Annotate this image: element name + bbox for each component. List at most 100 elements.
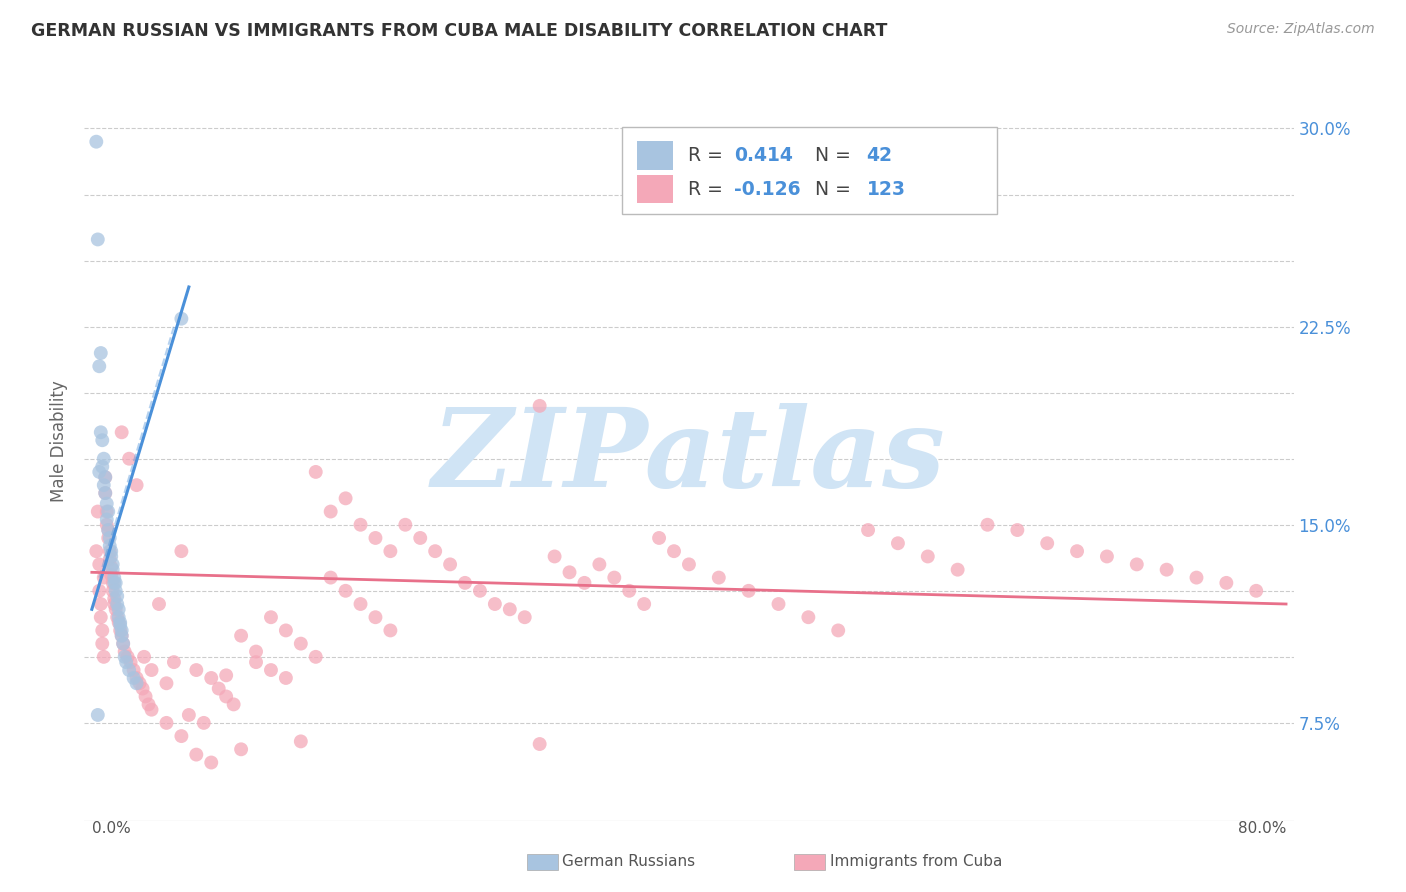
Point [101, 575, 124, 590]
Y-axis label: Male Disability: Male Disability [51, 381, 69, 502]
Point [305, 649, 328, 664]
Point [141, 703, 163, 717]
Text: -0.126: -0.126 [734, 179, 800, 199]
Point [111, 629, 134, 643]
Point [1007, 523, 1029, 537]
Point [103, 597, 125, 611]
Point [94, 470, 117, 484]
Point [125, 478, 148, 492]
Point [707, 571, 730, 585]
Point [84, 135, 107, 149]
Point [170, 311, 193, 326]
Point [104, 575, 127, 590]
Point [245, 655, 267, 669]
Point [128, 676, 150, 690]
Point [97, 523, 120, 537]
Point [290, 637, 312, 651]
Point [163, 655, 186, 669]
Point [170, 729, 193, 743]
Point [193, 715, 215, 730]
Point [305, 465, 328, 479]
Point [319, 571, 342, 585]
Point [380, 544, 402, 558]
Point [678, 558, 700, 572]
Point [737, 583, 759, 598]
Point [87, 504, 110, 518]
Point [100, 568, 122, 582]
Text: 123: 123 [866, 179, 905, 199]
Point [122, 671, 145, 685]
Text: ZIPatlas: ZIPatlas [432, 403, 946, 510]
Point [111, 629, 134, 643]
Point [364, 610, 387, 624]
Point [97, 504, 120, 518]
Point [93, 451, 115, 466]
Point [229, 742, 252, 756]
Bar [637, 175, 673, 203]
Point [132, 649, 155, 664]
Point [103, 591, 125, 606]
Point [1066, 544, 1088, 558]
Point [101, 563, 124, 577]
Point [827, 624, 849, 638]
Point [91, 637, 114, 651]
Point [97, 531, 120, 545]
Point [208, 681, 231, 696]
Point [215, 690, 238, 704]
Point [91, 434, 114, 448]
Point [797, 610, 820, 624]
Point [112, 637, 135, 651]
Point [319, 504, 342, 518]
Point [425, 544, 447, 558]
Point [335, 491, 357, 506]
Point [274, 624, 297, 638]
Point [349, 517, 371, 532]
Point [104, 583, 127, 598]
Point [484, 597, 506, 611]
Point [108, 624, 131, 638]
Text: Source: ZipAtlas.com: Source: ZipAtlas.com [1227, 22, 1375, 37]
Point [118, 451, 141, 466]
Point [89, 558, 111, 572]
Point [117, 649, 139, 664]
Point [107, 610, 129, 624]
Point [141, 663, 163, 677]
Point [768, 597, 790, 611]
Point [260, 663, 283, 677]
Point [89, 465, 111, 479]
Text: German Russians: German Russians [562, 855, 696, 869]
Text: 80.0%: 80.0% [1237, 821, 1286, 836]
Point [98, 539, 121, 553]
Point [603, 571, 626, 585]
Point [96, 504, 118, 518]
Point [107, 602, 129, 616]
Text: 0.414: 0.414 [734, 146, 793, 165]
Point [94, 486, 117, 500]
Text: 42: 42 [866, 146, 893, 165]
Point [138, 698, 160, 712]
Point [558, 566, 581, 580]
Point [94, 470, 117, 484]
Point [380, 624, 402, 638]
Point [394, 517, 416, 532]
Point [103, 575, 125, 590]
Point [186, 747, 208, 762]
Point [90, 610, 112, 624]
Point [87, 708, 110, 723]
Point [114, 649, 136, 664]
Point [100, 544, 122, 558]
Point [260, 610, 283, 624]
Point [1156, 563, 1178, 577]
Point [1036, 536, 1059, 550]
Point [118, 663, 141, 677]
Point [101, 558, 124, 572]
Point [588, 558, 610, 572]
Point [543, 549, 565, 564]
FancyBboxPatch shape [623, 127, 997, 214]
Point [101, 583, 124, 598]
Point [148, 597, 170, 611]
Point [574, 575, 596, 590]
Point [90, 346, 112, 360]
Point [115, 655, 138, 669]
Point [155, 715, 177, 730]
